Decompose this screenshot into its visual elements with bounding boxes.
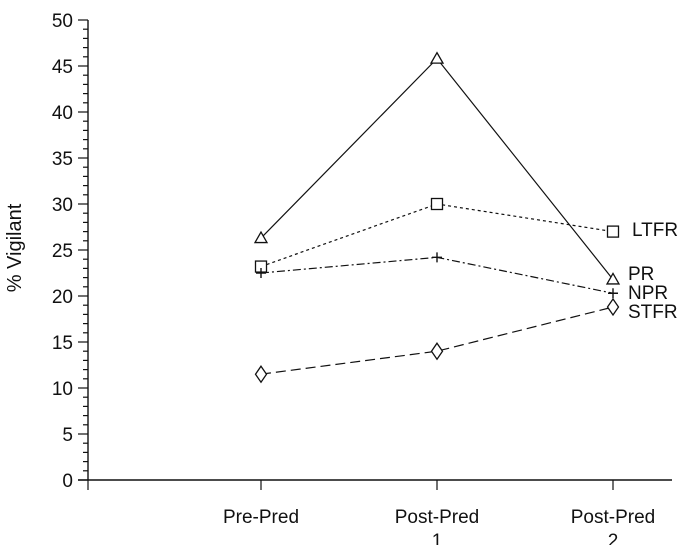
y-tick-label: 35 [52,149,73,170]
y-tick-label: 45 [52,57,73,78]
y-tick-label: 10 [52,379,73,400]
series-label-pr: PR [628,264,654,285]
data-point-npr [256,268,266,278]
series-pr [253,51,621,285]
data-point-ltfr [430,197,444,211]
series-line-npr [260,256,614,294]
data-point-stfr [606,297,620,317]
y-axis-ticks: 0 5 10 15 20 25 30 35 40 45 50 [52,11,88,492]
x-category-label: Pre-Pred [223,507,299,528]
y-tick-label: 40 [52,103,73,124]
series-layer [253,51,621,384]
data-point-npr [432,252,442,263]
data-point-npr [608,288,618,299]
y-tick-label: 20 [52,287,73,308]
series-label-npr: NPR [628,283,668,304]
series-line-stfr [260,306,614,375]
y-axis-title: % Vigilant [4,203,26,292]
x-category-sublabel: 2 [608,531,619,545]
y-tick-label: 30 [52,195,73,216]
series-line-pr [260,57,614,280]
x-category-label: Post-Pred [395,507,479,528]
series-npr [256,252,618,299]
x-axis-ticks: Pre-Pred Post-Pred 1 Post-Pred 2 [87,480,655,545]
y-tick-label: 0 [62,471,73,492]
data-point-stfr [430,342,444,361]
data-point-stfr [254,365,268,384]
y-tick-label: 25 [52,241,73,262]
series-stfr [254,297,620,384]
data-point-pr [253,230,269,244]
y-tick-label: 5 [62,425,73,446]
data-point-pr [605,272,621,285]
y-tick-label: 15 [52,333,73,354]
y-tick-label: 50 [52,11,73,32]
x-category-sublabel: 1 [432,531,443,545]
series-label-ltfr: LTFR [632,220,678,241]
data-point-ltfr [606,225,620,238]
data-point-pr [429,51,445,64]
series-label-stfr: STFR [628,302,678,323]
x-category-label: Post-Pred [571,507,655,528]
